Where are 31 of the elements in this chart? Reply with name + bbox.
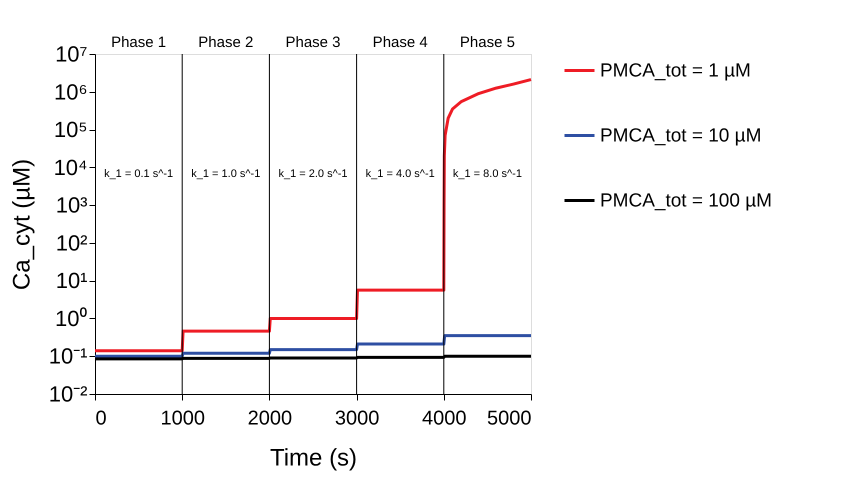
x-tick-label: 3000 [334,408,380,430]
y-tick-label: 10⁰ [55,306,88,331]
text: Phase 4 [372,34,428,51]
text: Phase 3 [285,34,341,51]
legend-label: PMCA_tot = 10 µM [600,126,762,146]
y-tick-label: 10² [56,230,88,256]
x-axis-title: Time (s) [270,444,358,472]
text: Phase 5 [460,34,515,51]
y-tick-label: 10⁴ [54,154,88,180]
y-tick-label: 10⁻¹ [48,344,88,369]
y-axis-title: Ca_cyt (µM) [8,158,36,290]
x-tick-label: 5000 [487,408,532,430]
legend-label: PMCA_tot = 1 µM [600,60,751,82]
y-tick-label: 10⁵ [54,117,88,142]
x-tick-label: 1000 [160,408,205,430]
y-tick-label: 10⁻² [48,382,88,406]
annotation: k_1 = 4.0 s^-1 [366,168,435,180]
text: Phase 1 [111,34,166,51]
annotation: k_1 = 2.0 s^-1 [278,168,348,180]
x-tick-label: 2000 [248,408,292,430]
annotation: k_1 = 8.0 s^-1 [452,168,522,180]
y-tick-label: 10³ [56,192,88,218]
x-tick-label: 0 [96,408,107,430]
annotation: k_1 = 1.0 s^-1 [191,168,260,180]
y-tick-label: 10⁷ [55,42,88,66]
text: Phase 2 [198,34,254,51]
annotation: k_1 = 0.1 s^-1 [104,168,174,180]
y-tick-label: 10¹ [56,268,88,294]
x-tick-label: 4000 [422,408,467,430]
legend-label: PMCA_tot = 100 µM [600,190,772,212]
y-tick-label: 10⁶ [54,79,88,104]
